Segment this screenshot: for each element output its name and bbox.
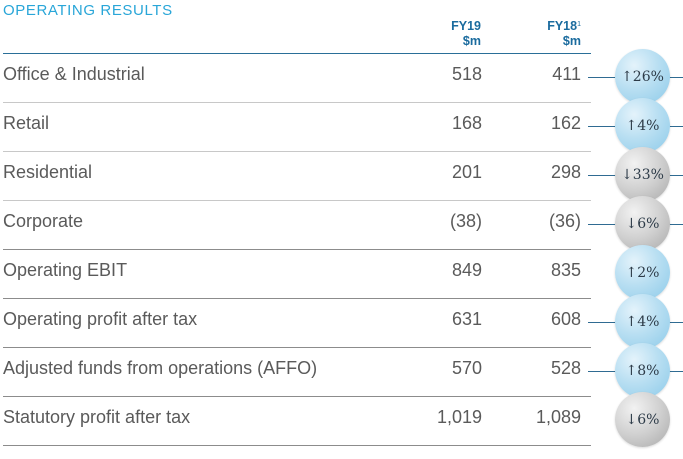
row-label: Operating EBIT (3, 260, 128, 280)
row-value-fy18: 298 (550, 162, 581, 182)
table-title: OPERATING RESULTS (3, 2, 173, 19)
row-value-fy19: 518 (451, 64, 482, 84)
change-bubble: ↑4% (615, 98, 670, 153)
column-header-fy18: FY181 $m (521, 19, 581, 49)
row-value-fy18: 835 (550, 260, 581, 280)
fy18-footnote: 1 (577, 21, 581, 28)
change-bubble: ↑2% (615, 245, 670, 300)
change-bubble: ↑8% (615, 343, 670, 398)
table-row: Operating EBIT 849 835 ↑2% (0, 245, 683, 300)
row-value-fy19: 1,019 (436, 407, 482, 427)
row-divider (3, 200, 591, 201)
row-divider (3, 249, 591, 250)
row-value-fy19: 631 (451, 309, 482, 329)
column-header-fy19: FY19 $m (421, 19, 481, 49)
fy18-year: FY18 (547, 19, 578, 33)
row-value-fy19: 570 (451, 358, 482, 378)
change-bubble: ↓33% (615, 147, 670, 202)
table-row: Adjusted funds from operations (AFFO) 57… (0, 343, 683, 398)
row-divider (3, 151, 591, 152)
row-value-fy18: 411 (552, 64, 581, 84)
row-value-fy19: 201 (451, 162, 482, 182)
change-bubble: ↑4% (615, 294, 670, 349)
table-row: Corporate (38) (36) ↓6% (0, 196, 683, 251)
row-divider (3, 396, 591, 397)
row-value-fy18: 528 (550, 358, 581, 378)
row-value-fy18: 162 (550, 113, 581, 133)
row-label: Statutory profit after tax (3, 407, 191, 427)
fy19-year: FY19 (451, 19, 481, 33)
row-label: Operating profit after tax (3, 309, 198, 329)
fy19-unit: $m (462, 34, 481, 48)
table-row: Residential 201 298 ↓33% (0, 147, 683, 202)
change-bubble: ↓6% (615, 196, 670, 251)
row-value-fy19: 168 (451, 113, 482, 133)
row-label: Corporate (3, 211, 84, 231)
row-label: Retail (3, 113, 50, 133)
change-bubble: ↑26% (615, 49, 670, 104)
row-value-fy19: 849 (451, 260, 482, 280)
fy18-unit: $m (562, 34, 581, 48)
row-value-fy18: (36) (548, 211, 581, 231)
row-label: Residential (3, 162, 93, 182)
table-row: Retail 168 162 ↑4% (0, 98, 683, 153)
table-row: Statutory profit after tax 1,019 1,089 ↓… (0, 392, 683, 447)
row-divider (3, 445, 591, 446)
table-row: Operating profit after tax 631 608 ↑4% (0, 294, 683, 349)
row-label: Office & Industrial (3, 64, 145, 84)
row-value-fy19: (38) (449, 211, 482, 231)
table-row: Office & Industrial 518 411 ↑26% (0, 49, 683, 104)
row-divider (3, 102, 591, 103)
header-divider (3, 53, 591, 54)
row-value-fy18: 1,089 (535, 407, 581, 427)
row-label: Adjusted funds from operations (AFFO) (3, 358, 318, 378)
change-bubble: ↓6% (615, 392, 670, 447)
row-divider (3, 347, 591, 348)
row-divider (3, 298, 591, 299)
fy18-year-line: FY181 (521, 19, 581, 34)
row-value-fy18: 608 (550, 309, 581, 329)
